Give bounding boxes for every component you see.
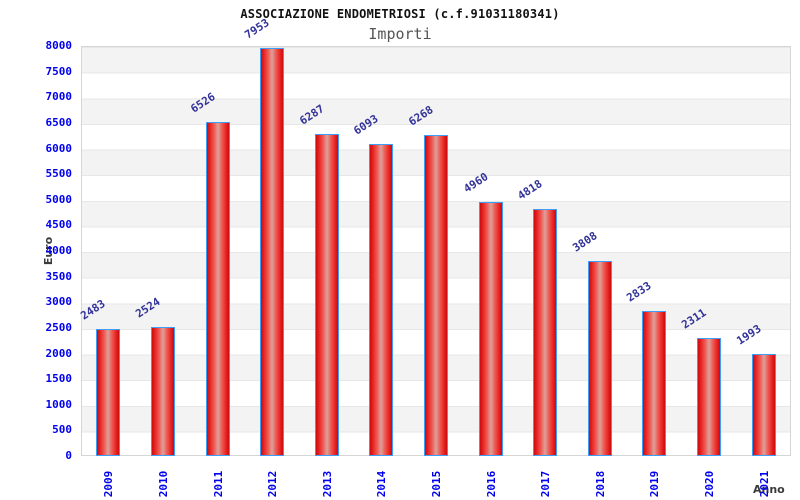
y-axis-tick-label: 4000 — [45, 244, 73, 257]
bar — [369, 143, 394, 456]
x-axis-tick-label: 2013 — [320, 470, 334, 498]
x-axis-tick-label: 2015 — [429, 470, 443, 498]
x-axis-tick-label: 2020 — [702, 470, 716, 498]
y-axis-tick-label: 2500 — [45, 320, 73, 334]
x-axis-tick-label: 2014 — [374, 470, 388, 498]
x-axis-title: Anno — [753, 483, 785, 496]
bar — [587, 260, 612, 456]
bar — [260, 48, 285, 456]
chart-title: ASSOCIAZIONE ENDOMETRIOSI (c.f.910311803… — [240, 7, 560, 21]
y-axis-tick-label: 5000 — [45, 192, 73, 206]
y-axis-tick-label: 7500 — [45, 64, 73, 78]
y-axis-tick-label: 3500 — [45, 269, 73, 283]
x-axis-tick-label: 2016 — [484, 470, 498, 498]
bar — [205, 121, 230, 456]
y-axis-tick-label: 1000 — [45, 397, 73, 411]
y-axis-tick-label: 6000 — [45, 141, 73, 155]
y-axis-tick-label: 0 — [65, 449, 72, 462]
bar — [642, 310, 667, 456]
bar — [751, 353, 776, 456]
y-axis-tick-label: 5500 — [45, 167, 73, 181]
y-axis-tick-label: 4500 — [45, 218, 73, 232]
y-axis-tick-label: 7000 — [45, 90, 73, 104]
x-axis-tick-label: 2010 — [156, 470, 170, 498]
bar — [150, 326, 175, 456]
y-axis-tick-label: 6500 — [45, 115, 73, 129]
x-axis-tick-label: 2021 — [757, 470, 771, 498]
bar — [478, 201, 503, 456]
x-axis-tick-label: 2017 — [538, 470, 552, 498]
y-axis-tick-label: 500 — [52, 423, 72, 437]
chart-subtitle: Importi — [368, 25, 432, 43]
x-axis-tick-label: 2012 — [265, 470, 279, 498]
y-axis-tick-label: 2000 — [45, 346, 73, 360]
bar — [533, 209, 558, 456]
bar — [96, 328, 121, 456]
y-axis-tick-label: 8000 — [45, 39, 73, 52]
bar — [697, 337, 722, 456]
y-axis-tick-label: 1500 — [45, 372, 73, 386]
y-axis-tick-label: 3000 — [45, 295, 73, 309]
bar — [314, 133, 339, 456]
bar — [424, 134, 448, 456]
x-axis-tick-label: 2009 — [101, 470, 115, 498]
x-axis-tick-label: 2019 — [647, 470, 661, 498]
x-axis-tick-label: 2018 — [593, 470, 607, 498]
x-axis-tick-label: 2011 — [211, 470, 225, 498]
